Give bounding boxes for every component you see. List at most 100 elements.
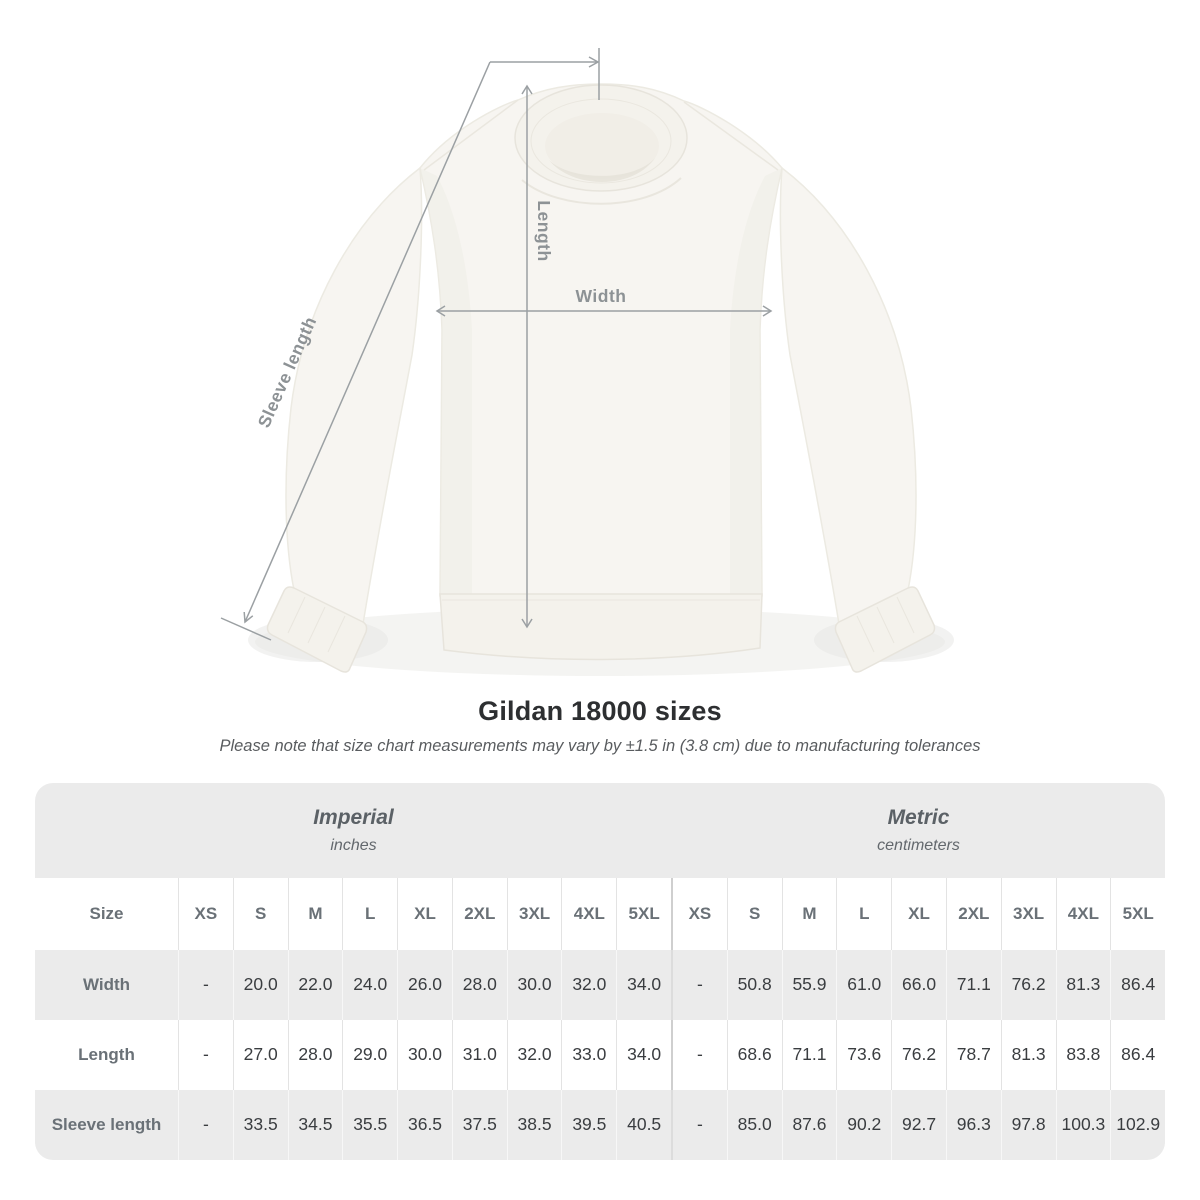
value-cell: 39.5 [561,1089,616,1160]
size-col-header-metric-3xl: 3XL [1000,877,1056,950]
size-col-header-metric-xl: XL [891,877,946,950]
arrowhead-down-icon [521,618,533,629]
value-cell: 86.4 [1110,1019,1165,1090]
value-cell: 86.4 [1110,949,1165,1020]
value-cell: 26.0 [397,949,452,1020]
value-cell: - [178,1089,233,1160]
value-cell: 90.2 [836,1089,891,1160]
value-cell: 32.0 [506,1019,562,1090]
metric-label: Metric [887,805,950,829]
value-cell: 27.0 [232,1019,288,1090]
table-row-width: Width - 20.0 22.0 24.0 26.0 28.0 30.0 32… [35,949,1165,1020]
value-cell: 30.0 [506,949,562,1020]
size-col-header-imperial-3xl: 3XL [506,877,562,950]
arrowhead-right-icon [588,56,600,68]
value-cell: 28.0 [287,1019,343,1090]
size-col-header-imperial-4xl: 4XL [561,877,616,950]
left-sleeve [285,166,423,626]
left-shoulder-seam [423,99,519,171]
value-cell: 97.8 [1000,1089,1056,1160]
value-cell: - [671,949,727,1020]
value-cell: 36.5 [397,1089,452,1160]
row-label: Length [78,1044,135,1064]
size-col-header-imperial-l: L [342,877,397,950]
body-right-shading [730,168,782,599]
size-col-header-imperial-5xl: 5XL [616,877,671,950]
value-cell: 100.3 [1055,1089,1111,1160]
size-header-row: Size XS S M L XL 2XL 3XL 4XL 5XL XS S M … [35,877,1165,950]
value-cell: 35.5 [342,1089,397,1160]
value-cell: 61.0 [836,949,891,1020]
cuff-tick [220,617,272,641]
size-header-label: Size [89,903,124,923]
arrowhead-right-icon [762,305,773,317]
table-row-length: Length - 27.0 28.0 29.0 30.0 31.0 32.0 3… [35,1019,1165,1090]
imperial-group-header: Imperial inches [35,783,672,878]
value-cell: 38.5 [506,1089,562,1160]
value-cell: - [671,1089,727,1160]
arrowhead-down-left-icon [243,611,254,624]
hem-band [439,593,763,661]
size-col-header-metric-s: S [726,877,782,950]
value-cell: 87.6 [781,1089,837,1160]
size-col-header-metric-l: L [836,877,891,950]
size-col-header-imperial-s: S [232,877,288,950]
value-cell: 22.0 [287,949,343,1020]
table-row-sleeve-length: Sleeve length - 33.5 34.5 35.5 36.5 37.5… [35,1089,1165,1160]
value-cell: 33.0 [561,1019,616,1090]
value-cell: 31.0 [451,1019,507,1090]
value-cell: 96.3 [945,1089,1001,1160]
value-cell: 32.0 [561,949,616,1020]
row-label: Width [82,974,131,994]
value-cell: 37.5 [451,1089,507,1160]
arrowhead-up-icon [521,84,533,95]
metric-group-header: Metric centimeters [672,783,1165,878]
width-label: Width [576,286,627,306]
value-cell: 34.5 [287,1089,343,1160]
value-cell: 83.8 [1055,1019,1111,1090]
value-cell: 66.0 [891,949,946,1020]
right-sleeve [779,166,917,626]
value-cell: 55.9 [781,949,837,1020]
size-col-header-imperial-m: M [287,877,343,950]
imperial-unit: inches [330,836,377,854]
size-col-header-metric-xs: XS [671,877,727,950]
value-cell: 20.0 [232,949,288,1020]
body-left-shading [420,168,472,599]
value-cell: 102.9 [1110,1089,1165,1160]
value-cell: 50.8 [726,949,782,1020]
value-cell: - [671,1019,727,1090]
unit-header: Imperial inches Metric centimeters [35,782,1165,878]
value-cell: 71.1 [945,949,1001,1020]
left-cuff [266,586,368,673]
dimension-lines [220,48,773,641]
page-title: Gildan 18000 sizes [478,696,722,726]
value-cell: 28.0 [451,949,507,1020]
size-col-header-imperial-2xl: 2XL [451,877,507,950]
size-col-header-metric-5xl: 5XL [1110,877,1165,950]
value-cell: - [178,949,233,1020]
value-cell: - [178,1019,233,1090]
size-col-header-metric-4xl: 4XL [1055,877,1111,950]
left-cuff-ribs [287,596,346,653]
size-table: Imperial inches Metric centimeters Size … [35,782,1165,1160]
sweatshirt-diagram-svg: Length Width Sleeve length [220,48,954,676]
size-col-header-imperial-xs: XS [178,877,233,950]
right-cuff-ribs [856,596,915,653]
value-cell: 81.3 [1000,1019,1056,1090]
value-cell: 33.5 [232,1089,288,1160]
row-label: Sleeve length [51,1114,162,1134]
size-col-header-imperial-xl: XL [397,877,452,950]
size-diagram: Length Width Sleeve length [220,48,954,676]
size-col-header-metric-2xl: 2XL [945,877,1001,950]
value-cell: 85.0 [726,1089,782,1160]
value-cell: 34.0 [616,1019,671,1090]
length-arrow [521,84,533,629]
value-cell: 92.7 [891,1089,946,1160]
arrowhead-left-icon [435,305,446,317]
value-cell: 40.5 [616,1089,671,1160]
width-arrow [435,305,773,317]
value-cell: 34.0 [616,949,671,1020]
value-cell: 76.2 [1000,949,1056,1020]
value-cell: 78.7 [945,1019,1001,1090]
